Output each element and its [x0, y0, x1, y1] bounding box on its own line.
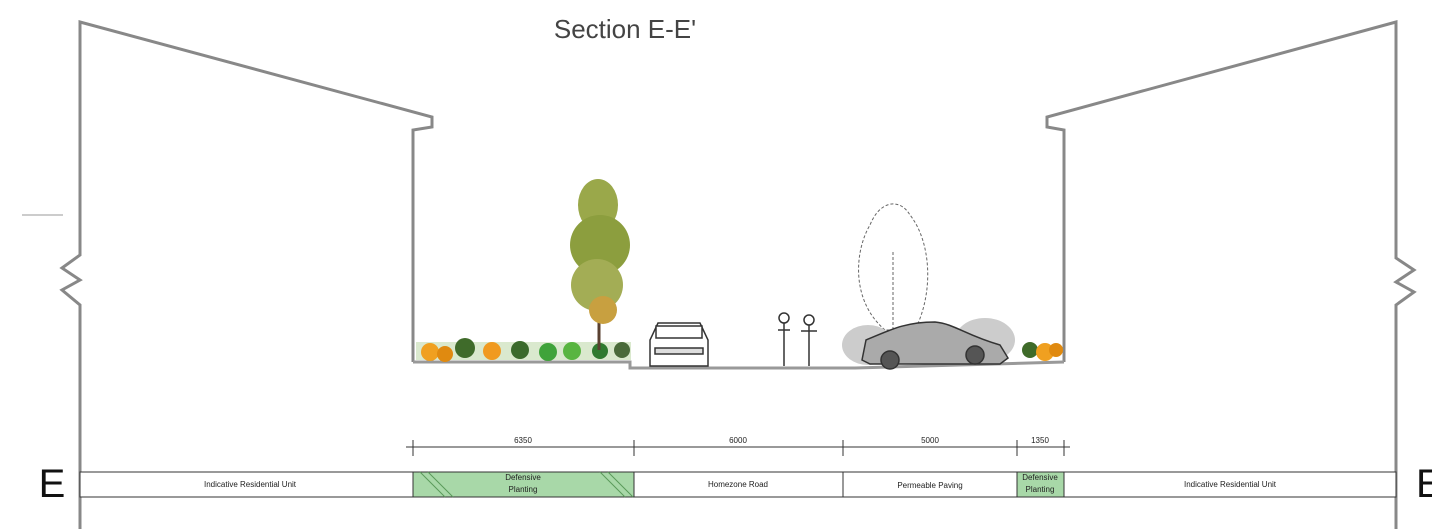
- building-outline: [59, 20, 1417, 529]
- car-side: [861, 321, 1009, 370]
- zone-label: Homezone Road: [708, 480, 768, 489]
- zone-label: Planting: [509, 485, 538, 494]
- dimension: 6000: [729, 436, 747, 445]
- zone-label: Defensive: [1022, 473, 1058, 482]
- car-front: [649, 322, 709, 367]
- tree-outline: [858, 203, 929, 331]
- dimension: 5000: [921, 436, 939, 445]
- cyclists: [778, 312, 817, 366]
- zone-label: Permeable Paving: [897, 481, 962, 490]
- zone-strip: [79, 471, 1397, 498]
- zone-label: Planting: [1026, 485, 1055, 494]
- zone-label: Indicative Residential Unit: [204, 480, 297, 489]
- planting-right: [1022, 342, 1063, 361]
- title: Section E-E': [554, 14, 696, 44]
- section-marker: E: [1416, 462, 1432, 506]
- planting-left: [416, 338, 631, 362]
- tree: [570, 179, 630, 350]
- dimension: 1350: [1031, 436, 1049, 445]
- dimension-line: [406, 440, 1070, 456]
- section-marker: E: [39, 462, 66, 506]
- zone-label: Indicative Residential Unit: [1184, 480, 1277, 489]
- dimension: 6350: [514, 436, 532, 445]
- zone-label: Defensive: [505, 473, 541, 482]
